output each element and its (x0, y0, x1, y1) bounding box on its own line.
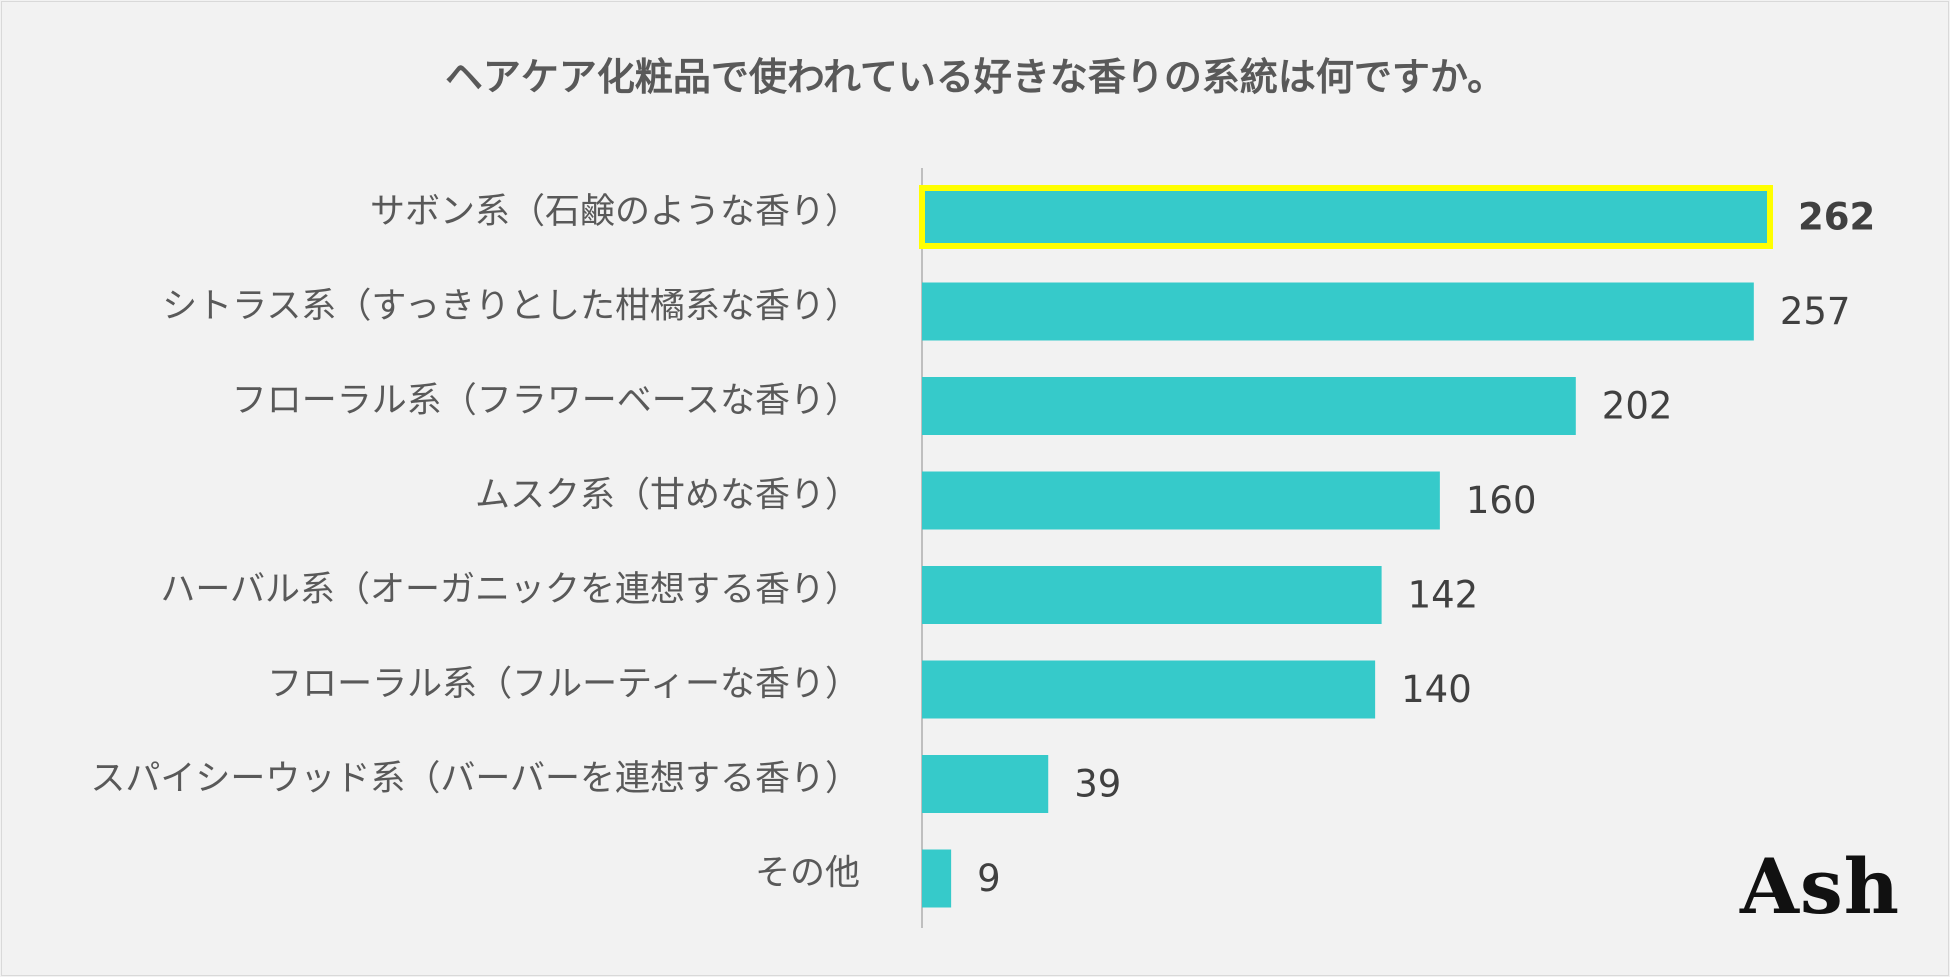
bar-2 (922, 377, 1576, 435)
bar-0 (919, 185, 1773, 249)
value-label-6: 39 (1074, 763, 1121, 806)
category-label-7: その他 (755, 854, 860, 894)
value-label-7: 9 (977, 857, 1001, 900)
bar-1 (922, 282, 1754, 341)
value-label-0: 262 (1798, 196, 1875, 239)
bar-7 (922, 849, 952, 908)
bar-3 (922, 471, 1440, 530)
value-label-2: 202 (1602, 385, 1673, 428)
bar-5 (922, 660, 1376, 719)
category-label-3: ムスク系（甘めな香り） (475, 476, 860, 516)
value-label-5: 140 (1401, 668, 1472, 711)
ash-logo: Ash (1739, 842, 1900, 931)
value-label-4: 142 (1408, 574, 1479, 617)
category-label-2: フローラル系（フラワーベースな香り） (232, 381, 860, 421)
category-label-0: サボン系（石鹸のような香り） (370, 192, 860, 232)
value-label-1: 257 (1780, 290, 1851, 333)
bar-4 (922, 566, 1382, 624)
value-label-3: 160 (1466, 479, 1537, 522)
chart-title: ヘアケア化粧品で使われている好きな香りの系統は何ですか。 (444, 55, 1506, 99)
category-label-1: シトラス系（すっきりとした柑橘系な香り） (162, 287, 860, 327)
category-label-6: スパイシーウッド系（バーバーを連想する香り） (90, 759, 860, 799)
category-label-5: フローラル系（フルーティーな香り） (267, 665, 860, 705)
category-label-4: ハーバル系（オーガニックを連想する香り） (160, 570, 860, 610)
bar-6 (922, 755, 1049, 813)
bars-layer: サボン系（石鹸のような香り） 262 シトラス系（すっきりとした柑橘系な香り） 257… (90, 185, 1875, 908)
